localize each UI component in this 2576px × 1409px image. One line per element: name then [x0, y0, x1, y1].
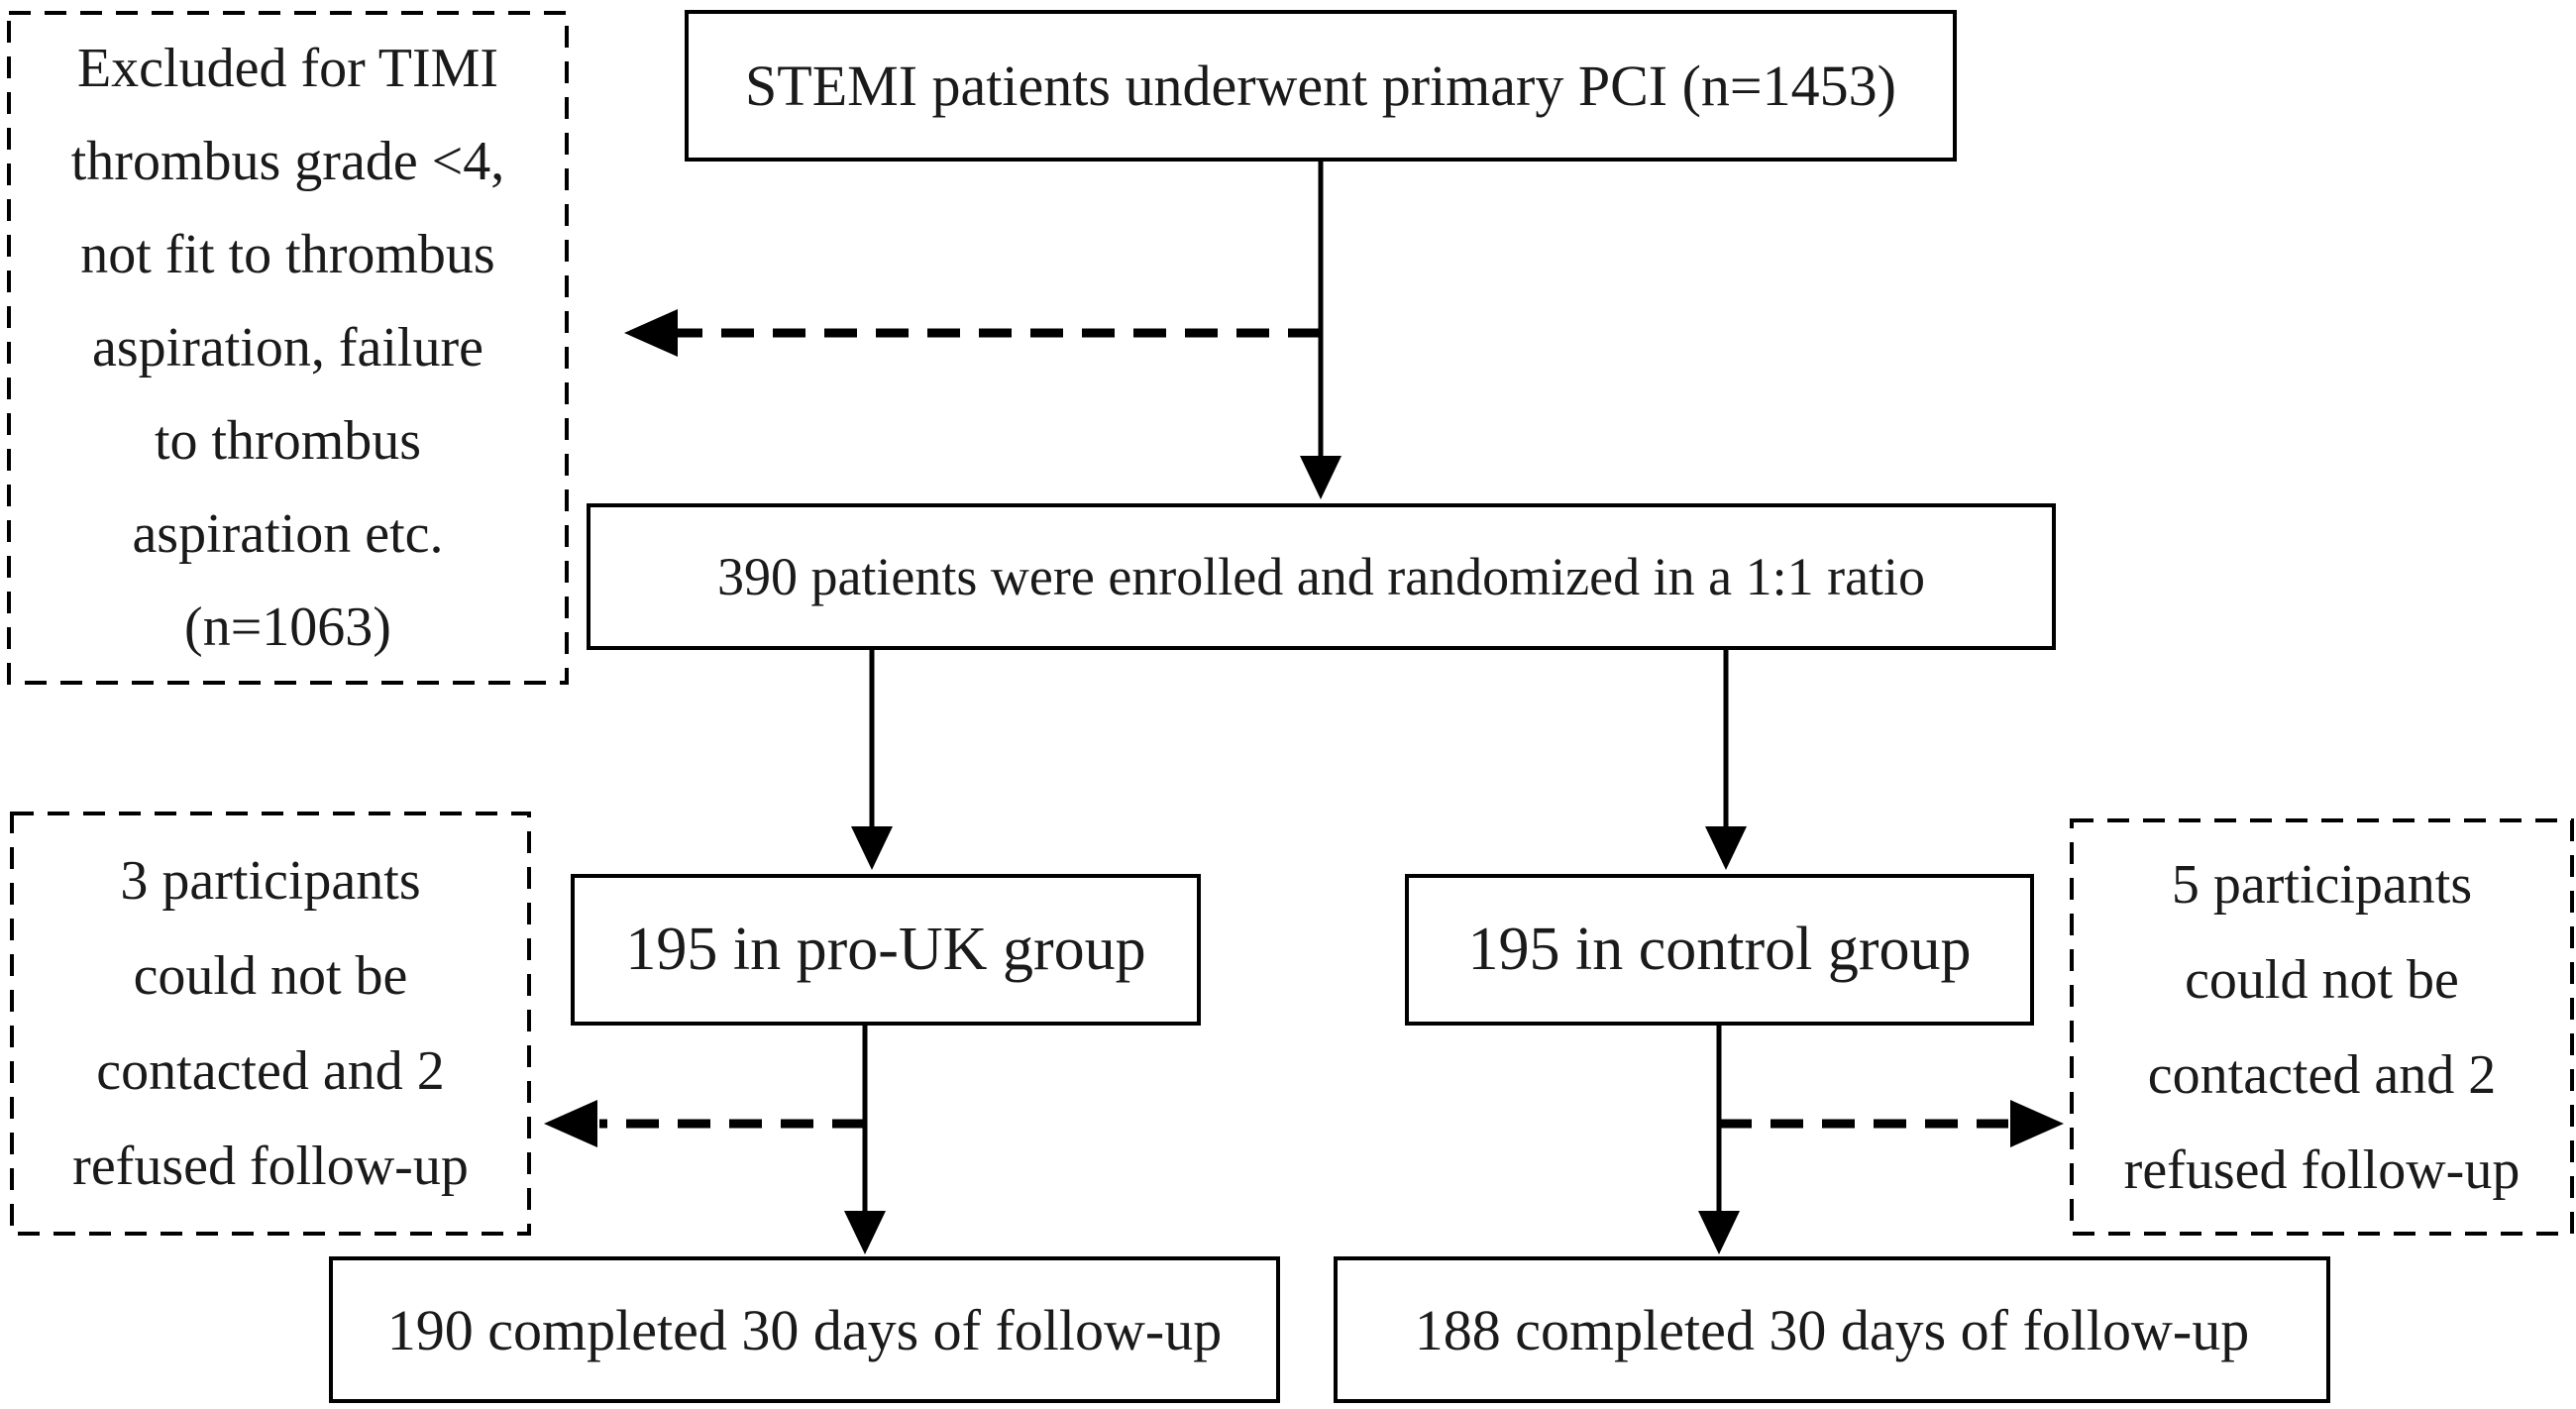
stemi-patients-label: STEMI patients underwent primary PCI (n=…: [745, 54, 1896, 118]
control-group-label: 195 in control group: [1467, 916, 1972, 983]
prouk-dropout-line: contacted and 2: [96, 1040, 445, 1102]
control-dropout-line: 5 participants: [2171, 853, 2473, 916]
control-dropout-line: contacted and 2: [2147, 1043, 2497, 1106]
prouk-dropout-box: 3 participants could not be contacted an…: [12, 813, 529, 1234]
control-dropout-box-border: [2070, 818, 2574, 1236]
prouk-group-box: 195 in pro-UK group: [571, 874, 1201, 1026]
control-dropout-line: could not be: [2185, 948, 2459, 1011]
excluded-reasons-line: aspiration, failure: [92, 317, 483, 379]
excluded-reasons-line: Excluded for TIMI: [76, 38, 499, 99]
excluded-box-border: [7, 11, 569, 685]
dashed-arrow-to-excluded-head: [624, 309, 678, 357]
prouk-completed-label: 190 completed 30 days of follow-up: [386, 1297, 1223, 1362]
excluded-reasons-line: aspiration etc.: [132, 503, 444, 565]
excluded-reasons-line: to thrombus: [154, 410, 422, 472]
arrow-prouk-to-completed-head: [844, 1211, 886, 1254]
excluded-reasons-box: Excluded for TIMI thrombus grade <4, not…: [9, 13, 567, 683]
control-group-box: 195 in control group: [1405, 874, 2034, 1026]
enrolled-randomized-label: 390 patients were enrolled and randomize…: [716, 547, 1926, 606]
stemi-patients-box: STEMI patients underwent primary PCI (n=…: [685, 10, 1957, 162]
prouk-dropout-line: refused follow-up: [72, 1136, 469, 1197]
prouk-completed-box: 190 completed 30 days of follow-up: [329, 1256, 1280, 1403]
dashed-arrow-control-dropout-head: [2010, 1100, 2064, 1147]
excluded-reasons-line: (n=1063): [184, 596, 391, 658]
arrow-enrolled-to-control-head: [1705, 826, 1747, 870]
prouk-dropout-box-border: [10, 812, 531, 1236]
arrow-enrolled-to-prouk-head: [851, 826, 893, 870]
prouk-dropout-line: 3 participants: [120, 850, 421, 912]
excluded-reasons-line: not fit to thrombus: [80, 224, 495, 285]
arrow-control-to-completed-head: [1698, 1211, 1740, 1254]
control-dropout-box: 5 participants could not be contacted an…: [2072, 820, 2572, 1234]
control-dropout-line: refused follow-up: [2123, 1138, 2521, 1201]
control-completed-box: 188 completed 30 days of follow-up: [1334, 1256, 2330, 1403]
control-completed-label: 188 completed 30 days of follow-up: [1414, 1297, 2250, 1362]
enrolled-randomized-box: 390 patients were enrolled and randomize…: [587, 503, 2056, 650]
prouk-group-label: 195 in pro-UK group: [625, 916, 1146, 983]
dashed-arrow-prouk-dropout-head: [544, 1100, 597, 1147]
arrow-stemi-to-enrolled-head: [1300, 456, 1342, 499]
prouk-dropout-line: could not be: [133, 945, 408, 1007]
excluded-reasons-line: thrombus grade <4,: [70, 131, 505, 192]
